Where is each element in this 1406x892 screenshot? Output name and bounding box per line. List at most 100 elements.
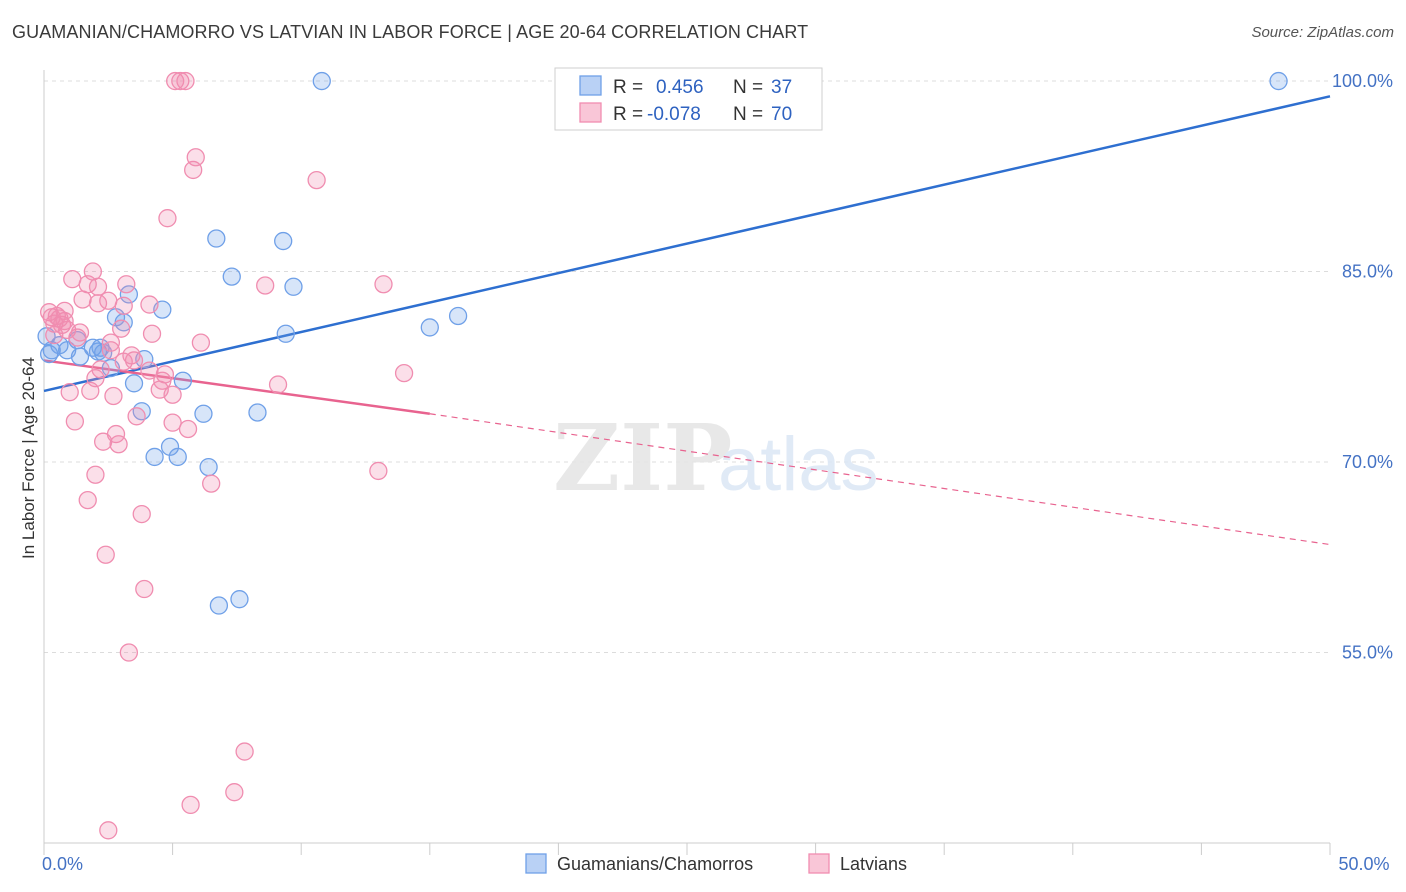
data-points	[37, 71, 1288, 840]
legend-n-value-2: 70	[771, 104, 792, 125]
legend-n-label-1: N =	[733, 77, 763, 98]
latvian-point-23	[91, 360, 110, 379]
latvian-point-12	[65, 412, 85, 431]
bottom-legend-swatch-latvian	[808, 853, 830, 874]
latvian-point-45	[155, 365, 175, 384]
latvian-point-64	[181, 795, 200, 815]
guamanian-point-20	[173, 371, 193, 390]
latvian-point-50	[176, 71, 195, 91]
bottom-legend-label-latvian: Latvians	[840, 854, 907, 874]
legend-r-value-1: 0.456	[656, 77, 704, 98]
latvian-point-56	[225, 783, 244, 802]
latvian-point-33	[114, 296, 133, 315]
latvian-point-60	[307, 170, 326, 190]
x-tick-label-0: 0.0%	[42, 854, 83, 874]
legend: R = 0.456 N = 37 R = -0.078 N = 70	[554, 67, 823, 131]
y-axis-label: In Labor Force | Age 20-64	[19, 357, 38, 559]
latvian-point-59	[268, 375, 288, 394]
legend-swatch-guamanian	[579, 75, 602, 96]
latvian-point-63	[394, 363, 414, 383]
latvian-point-29	[104, 386, 123, 406]
latvian-point-54	[191, 333, 211, 352]
y-tick-label-0: 55.0%	[1342, 643, 1393, 663]
y-tick-label-1: 70.0%	[1342, 452, 1393, 472]
latvian-point-38	[127, 407, 146, 426]
latvian-point-39	[132, 504, 151, 524]
latvian-point-51	[178, 419, 198, 439]
watermark-atlas: atlas	[718, 422, 879, 507]
source-label: Source: ZipAtlas.com	[1251, 24, 1394, 41]
latvian-point-62	[374, 275, 393, 294]
trend-lines	[43, 95, 1331, 546]
latvian-point-69	[70, 323, 90, 342]
guamanian-point-26	[230, 590, 249, 609]
watermark: ZIP atlas	[553, 404, 879, 512]
latvian-point-48	[163, 413, 182, 432]
latvian-point-61	[369, 461, 388, 481]
legend-r-label-1: R =	[613, 77, 643, 98]
chart-title: GUAMANIAN/CHAMORRO VS LATVIAN IN LABOR F…	[12, 22, 809, 42]
guamanian-point-29	[276, 324, 295, 343]
latvian-point-26	[99, 291, 118, 310]
latvian-point-42	[142, 324, 162, 343]
latvian-point-47	[163, 385, 182, 404]
latvian-point-53	[186, 148, 205, 167]
latvian-point-65	[140, 295, 159, 314]
bottom-legend-swatch-guamanian	[525, 853, 547, 874]
latvian-point-68	[99, 821, 118, 840]
latvian-point-35	[117, 275, 136, 294]
latvian-point-32	[112, 319, 131, 338]
legend-r-label-2: R =	[613, 104, 643, 125]
guamanian-point-23	[207, 229, 226, 248]
latvian-point-31	[109, 435, 128, 454]
bottom-legend: Guamanians/Chamorros Latvians	[525, 853, 907, 874]
y-tick-label-2: 85.0%	[1342, 262, 1393, 282]
watermark-zip: ZIP	[553, 404, 732, 512]
legend-n-label-2: N =	[733, 104, 763, 125]
guamanian-point-22	[199, 457, 218, 477]
guamanian-point-27	[248, 403, 267, 422]
latvian-point-36	[119, 643, 139, 662]
bottom-legend-label-guamanian: Guamanians/Chamorros	[557, 854, 753, 874]
guamanian-point-13	[124, 374, 144, 393]
latvian-point-49	[171, 71, 190, 91]
guamanian-point-34	[1269, 71, 1288, 91]
latvian-point-55	[202, 474, 221, 493]
legend-n-value-1: 37	[771, 77, 792, 98]
latvian-point-57	[235, 742, 254, 761]
latvian-point-58	[256, 276, 275, 295]
guamanian-point-16	[145, 447, 164, 467]
guamanian-point-4	[70, 347, 90, 366]
guamanian-point-30	[284, 277, 303, 296]
guamanian-point-33	[448, 306, 468, 326]
guamanian-point-36	[42, 341, 61, 360]
legend-r-value-2: -0.078	[647, 104, 701, 125]
guamanian-point-21	[194, 404, 213, 423]
guamanian-point-19	[168, 447, 187, 467]
trend-line-0	[43, 95, 1331, 393]
latvian-point-20	[86, 369, 105, 388]
guamanian-point-32	[420, 318, 439, 337]
y-tick-label-3: 100.0%	[1332, 71, 1393, 91]
latvian-point-28	[101, 341, 121, 360]
latvian-point-27	[101, 333, 121, 352]
guamanian-point-14	[132, 402, 151, 421]
latvian-point-66	[124, 351, 144, 370]
x-tick-label-1: 50.0%	[1338, 854, 1389, 874]
latvian-point-15	[78, 490, 97, 510]
trend-line-1	[43, 359, 430, 416]
legend-swatch-latvian	[579, 102, 602, 123]
grid-lines	[44, 80, 1330, 654]
guamanian-point-24	[209, 596, 229, 615]
guamanian-point-28	[274, 231, 293, 251]
trend-line-dashed-1	[429, 413, 1331, 546]
latvian-point-11	[63, 270, 82, 289]
latvian-point-14	[73, 290, 92, 309]
tick-labels: 55.0% 70.0% 85.0% 100.0% 0.0% 50.0%	[42, 71, 1393, 874]
latvian-point-40	[135, 579, 154, 599]
latvian-point-46	[158, 209, 177, 228]
latvian-point-18	[83, 262, 103, 281]
latvian-point-19	[86, 465, 105, 484]
guamanian-point-31	[312, 71, 331, 91]
